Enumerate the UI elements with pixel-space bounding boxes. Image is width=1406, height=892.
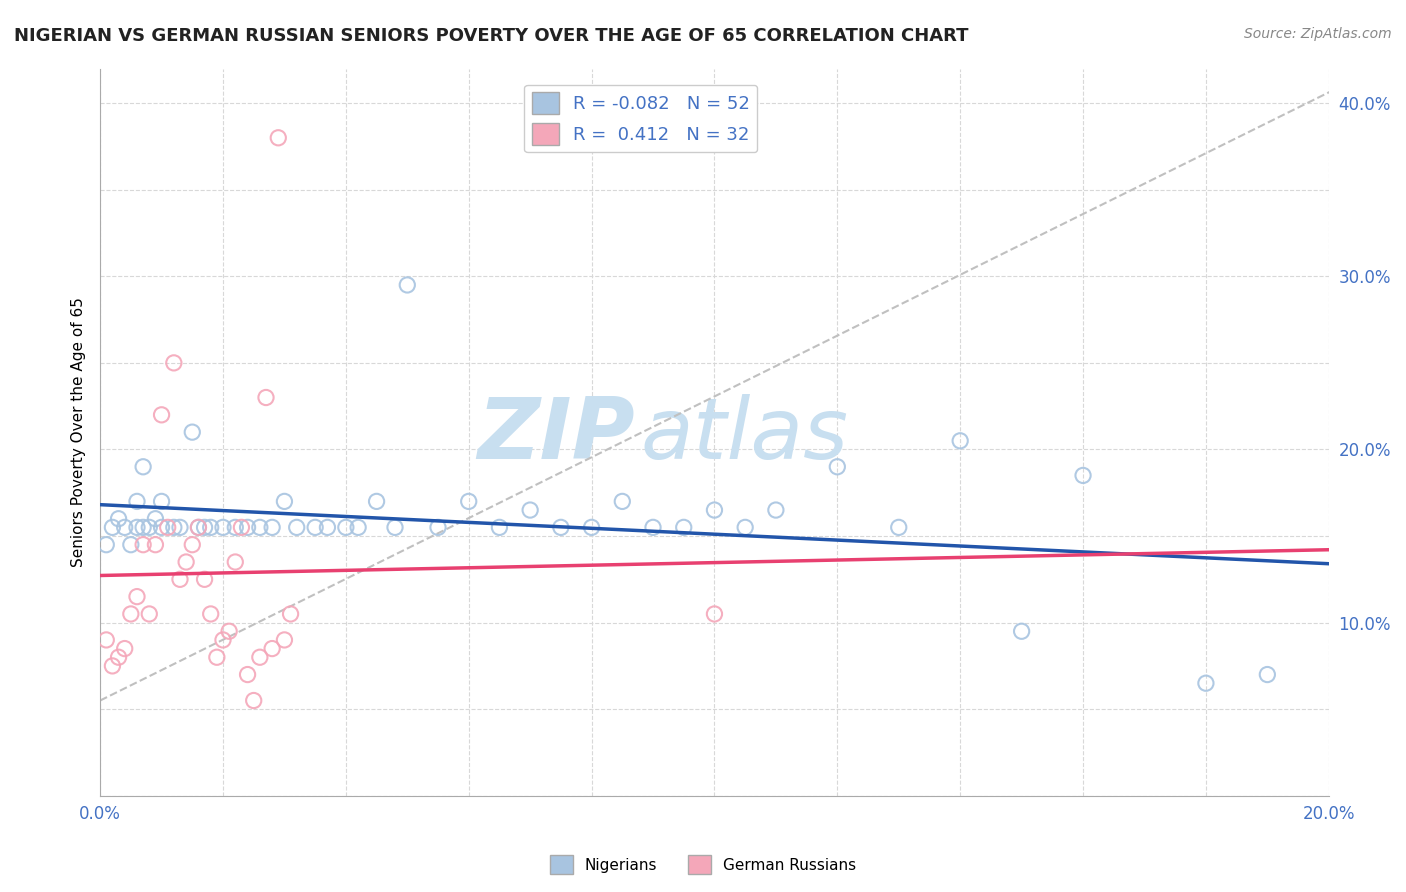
Point bbox=[396, 277, 419, 292]
Point bbox=[145, 512, 167, 526]
Point bbox=[114, 520, 136, 534]
Point bbox=[193, 572, 215, 586]
Point bbox=[132, 459, 155, 474]
Point bbox=[205, 650, 228, 665]
Point bbox=[231, 520, 253, 534]
Point bbox=[107, 512, 129, 526]
Point bbox=[150, 408, 173, 422]
Point bbox=[1256, 667, 1278, 681]
Point bbox=[887, 520, 910, 534]
Y-axis label: Seniors Poverty Over the Age of 65: Seniors Poverty Over the Age of 65 bbox=[72, 297, 86, 567]
Text: atlas: atlas bbox=[641, 394, 849, 477]
Text: ZIP: ZIP bbox=[477, 394, 634, 477]
Point bbox=[224, 555, 246, 569]
Point bbox=[384, 520, 406, 534]
Point bbox=[125, 590, 148, 604]
Point bbox=[1071, 468, 1094, 483]
Point bbox=[96, 538, 118, 552]
Point bbox=[138, 607, 160, 621]
Point bbox=[236, 520, 259, 534]
Point bbox=[156, 520, 179, 534]
Point bbox=[304, 520, 326, 534]
Point bbox=[107, 650, 129, 665]
Point bbox=[193, 520, 215, 534]
Point bbox=[734, 520, 756, 534]
Point bbox=[519, 503, 541, 517]
Point bbox=[267, 130, 290, 145]
Point bbox=[132, 520, 155, 534]
Point bbox=[347, 520, 370, 534]
Point bbox=[181, 538, 204, 552]
Point bbox=[212, 520, 235, 534]
Point bbox=[120, 538, 142, 552]
Point bbox=[765, 503, 787, 517]
Point bbox=[212, 632, 235, 647]
Point bbox=[335, 520, 357, 534]
Point bbox=[262, 520, 284, 534]
Point bbox=[132, 538, 155, 552]
Point bbox=[187, 520, 209, 534]
Point bbox=[254, 391, 277, 405]
Legend: Nigerians, German Russians: Nigerians, German Russians bbox=[544, 849, 862, 880]
Point bbox=[125, 520, 148, 534]
Text: NIGERIAN VS GERMAN RUSSIAN SENIORS POVERTY OVER THE AGE OF 65 CORRELATION CHART: NIGERIAN VS GERMAN RUSSIAN SENIORS POVER… bbox=[14, 27, 969, 45]
Point bbox=[163, 356, 186, 370]
Point bbox=[249, 520, 271, 534]
Point bbox=[581, 520, 603, 534]
Point bbox=[236, 667, 259, 681]
Point bbox=[218, 624, 240, 639]
Point bbox=[181, 425, 204, 439]
Point bbox=[125, 494, 148, 508]
Point bbox=[169, 520, 191, 534]
Point bbox=[163, 520, 186, 534]
Point bbox=[242, 693, 264, 707]
Point bbox=[366, 494, 388, 508]
Point bbox=[187, 520, 209, 534]
Point bbox=[427, 520, 450, 534]
Point bbox=[249, 650, 271, 665]
Text: Source: ZipAtlas.com: Source: ZipAtlas.com bbox=[1244, 27, 1392, 41]
Point bbox=[101, 659, 124, 673]
Point bbox=[96, 632, 118, 647]
Point bbox=[120, 607, 142, 621]
Point bbox=[169, 572, 191, 586]
Point bbox=[200, 607, 222, 621]
Point bbox=[150, 494, 173, 508]
Point bbox=[174, 555, 197, 569]
Point bbox=[273, 632, 295, 647]
Point bbox=[114, 641, 136, 656]
Point bbox=[457, 494, 479, 508]
Point bbox=[703, 607, 725, 621]
Point bbox=[1195, 676, 1218, 690]
Point bbox=[273, 494, 295, 508]
Legend: R = -0.082   N = 52, R =  0.412   N = 32: R = -0.082 N = 52, R = 0.412 N = 32 bbox=[524, 85, 758, 153]
Point bbox=[641, 520, 664, 534]
Point bbox=[262, 641, 284, 656]
Point bbox=[150, 520, 173, 534]
Point bbox=[285, 520, 308, 534]
Point bbox=[550, 520, 572, 534]
Point bbox=[316, 520, 339, 534]
Point bbox=[949, 434, 972, 448]
Point bbox=[280, 607, 302, 621]
Point bbox=[672, 520, 695, 534]
Point bbox=[200, 520, 222, 534]
Point bbox=[138, 520, 160, 534]
Point bbox=[612, 494, 634, 508]
Point bbox=[827, 459, 849, 474]
Point bbox=[101, 520, 124, 534]
Point bbox=[224, 520, 246, 534]
Point bbox=[488, 520, 510, 534]
Point bbox=[145, 538, 167, 552]
Point bbox=[703, 503, 725, 517]
Point bbox=[1011, 624, 1033, 639]
